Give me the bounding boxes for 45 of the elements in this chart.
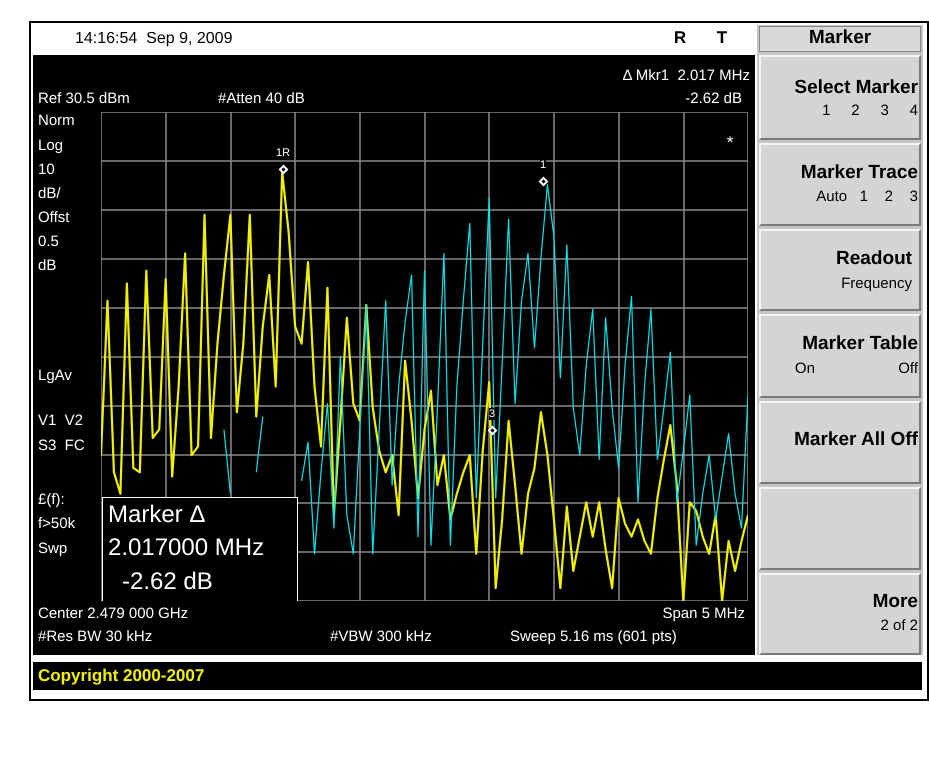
text: 1 [540, 158, 546, 171]
annotation: 3 [488, 408, 496, 420]
annotation: 2.017000 MHz [108, 534, 264, 562]
text: 10 [38, 161, 55, 179]
text: Readout [836, 248, 912, 270]
annotation: Marker Δ [108, 500, 206, 528]
text: Marker [808, 26, 872, 48]
text: Norm [38, 112, 75, 130]
text: On Off [794, 360, 918, 378]
text: Frequency [841, 275, 912, 293]
text: Log [38, 137, 64, 155]
text: 1 2 3 4 [822, 102, 918, 120]
text: Copyright 2000-2007 [38, 666, 204, 686]
text: S3 FC [38, 437, 85, 455]
text: Auto 1 2 3 [816, 188, 918, 206]
text: LgAv [38, 367, 72, 385]
text: £(f): [38, 491, 65, 509]
text: Swp [38, 540, 68, 558]
text: Span 5 MHz [662, 605, 745, 623]
text: 1R [276, 146, 290, 159]
text: 14:16:54 Sep 9, 2009 [75, 30, 232, 48]
text: Select Marker [794, 76, 918, 98]
text: Ref 30.5 dBm [38, 90, 130, 108]
text: Marker Table [802, 332, 918, 354]
text: Offst [38, 209, 70, 227]
text: -2.62 dB [685, 90, 742, 108]
text: #Atten 40 dB [218, 90, 305, 108]
text: More [872, 590, 918, 612]
text: * [726, 133, 734, 154]
text: f>50k [38, 515, 76, 533]
text: Marker Trace [800, 162, 918, 184]
text: #VBW 300 kHz [330, 628, 432, 646]
text: 0.5 [38, 233, 59, 251]
text: 2 of 2 [880, 617, 918, 635]
text: Sweep 5.16 ms (601 pts) [510, 628, 677, 646]
text: dB [38, 257, 56, 275]
annotation: -2.62 dB [122, 568, 213, 596]
text: Δ Mkr1 2.017 MHz [622, 67, 750, 85]
text: dB/ [38, 185, 61, 203]
text: V1 V2 [38, 412, 84, 430]
text: T [716, 28, 728, 48]
text: R [674, 28, 686, 48]
text: Marker All Off [794, 428, 918, 450]
text: #Res BW 30 kHz [38, 628, 152, 646]
text: Center 2.479 000 GHz [38, 605, 188, 623]
